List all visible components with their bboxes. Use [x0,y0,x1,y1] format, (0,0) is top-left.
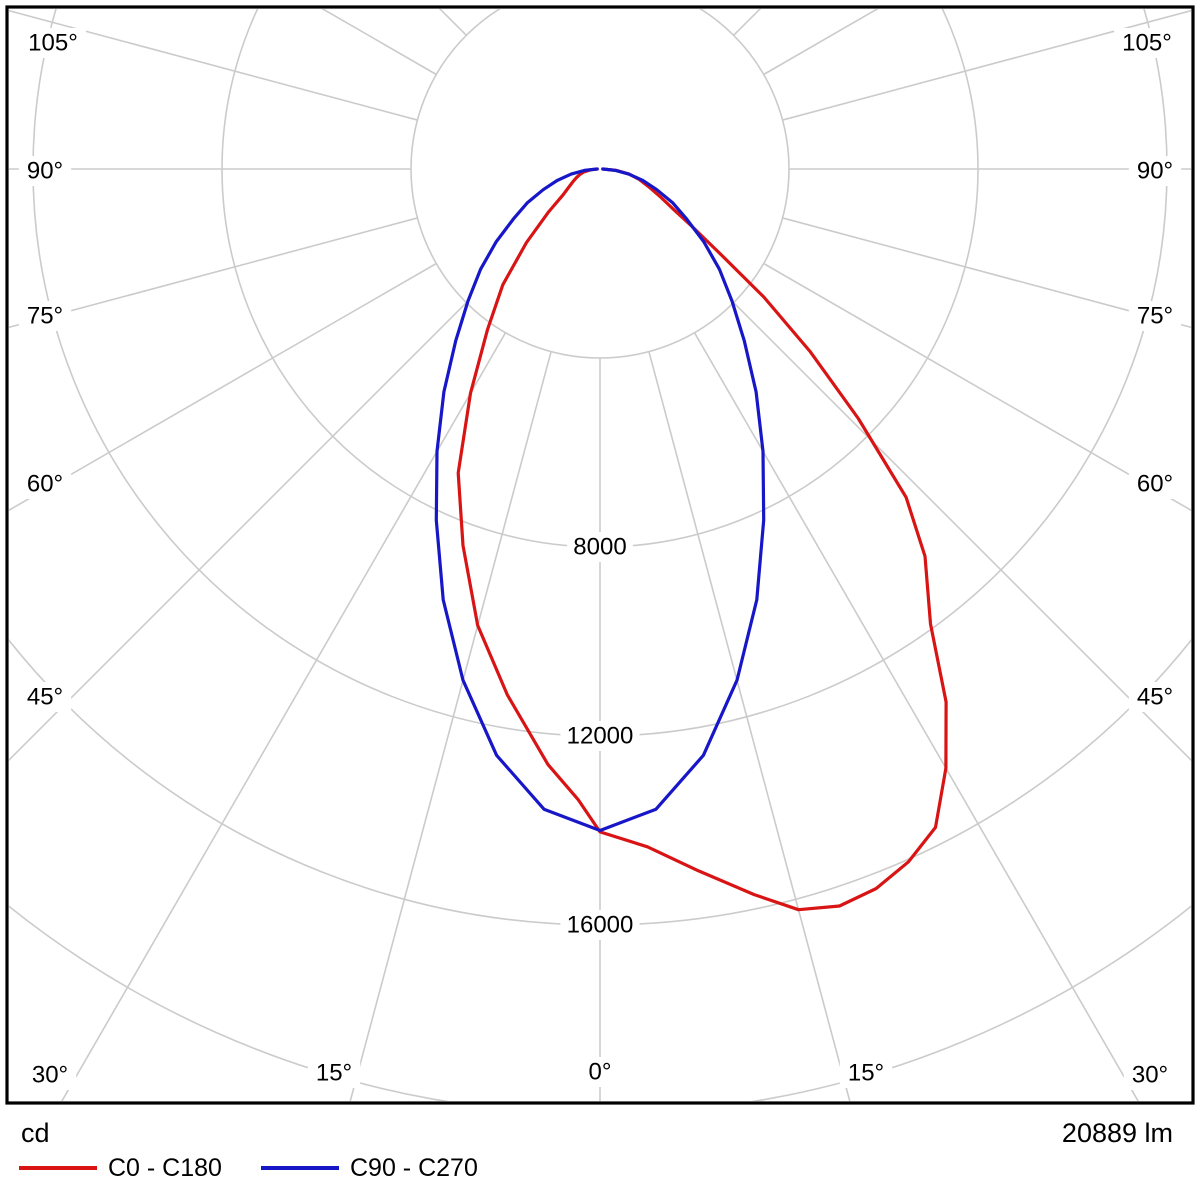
angle-label-bg [1123,1060,1177,1090]
angle-label: 90° [27,158,63,185]
angle-label: 0° [589,1059,612,1086]
grid-angle-line [733,302,1191,762]
angle-label: 30° [1132,1062,1168,1089]
series-c90-c270-line-sample [261,1166,339,1170]
angle-label: 105° [1122,30,1172,57]
angle-label-bg [18,469,72,499]
angle-label-bg [1114,28,1180,58]
angle-label-bg [839,1058,893,1088]
flux-label: 20889 lm [1061,1118,1173,1148]
angle-label-bg [18,682,72,712]
series-c0-c180-line-sample [19,1166,97,1170]
angle-label-bg [307,1058,361,1088]
angle-label: 45° [1137,684,1173,711]
ring-label-bg [567,532,633,562]
grid-angle-line [695,0,1200,5]
grid-angle-line [9,302,467,762]
curve-c90-c270 [434,167,766,833]
ring-label-bg [560,910,640,940]
angle-label: 75° [27,303,63,330]
curve-c0-c180 [456,167,948,912]
grid-angle-line [9,217,418,329]
units-label: cd [21,1118,50,1148]
angle-label-bg [580,1057,620,1087]
angle-label: 45° [27,684,63,711]
angle-label-bg [23,1060,77,1090]
grid-angle-line [782,217,1191,329]
grid-angle-line [782,9,1191,121]
grid-angle-line [349,351,552,1101]
angle-label: 105° [28,30,78,57]
ring-label: 12000 [567,723,634,750]
series-c0-c180-label: C0 - C180 [108,1153,222,1182]
angle-label-bg [1128,682,1182,712]
angle-label: 75° [1137,303,1173,330]
angle-label-bg [18,301,72,331]
grid-angle-line [9,9,418,121]
legend-item-c0-c180: C0 - C180 [19,1153,222,1182]
angle-label: 90° [1137,158,1173,185]
legend-item-c90-c270: C90 - C270 [261,1153,478,1182]
grid-angle-line [0,0,506,5]
angle-label-bg [18,156,72,186]
angle-label: 60° [27,471,63,498]
angle-label-bg [20,28,86,58]
angle-label: 15° [848,1060,884,1087]
ring-label: 8000 [573,534,626,561]
angle-label-bg [1128,469,1182,499]
grid-angle-line [648,351,851,1101]
angle-label-bg [1128,156,1182,186]
grid-angle-line [60,332,507,1101]
plot-border [5,5,1195,1105]
ring-label-bg [560,721,640,751]
angle-label: 30° [32,1062,68,1089]
grid-angle-line [693,332,1140,1101]
ring-label: 16000 [567,912,634,939]
angle-label: 15° [316,1060,352,1087]
series-c90-c270-label: C90 - C270 [350,1153,478,1182]
angle-label: 60° [1137,471,1173,498]
grid-angle-line [763,262,1191,512]
grid-angle-line [9,262,437,512]
angle-label-bg [1128,301,1182,331]
